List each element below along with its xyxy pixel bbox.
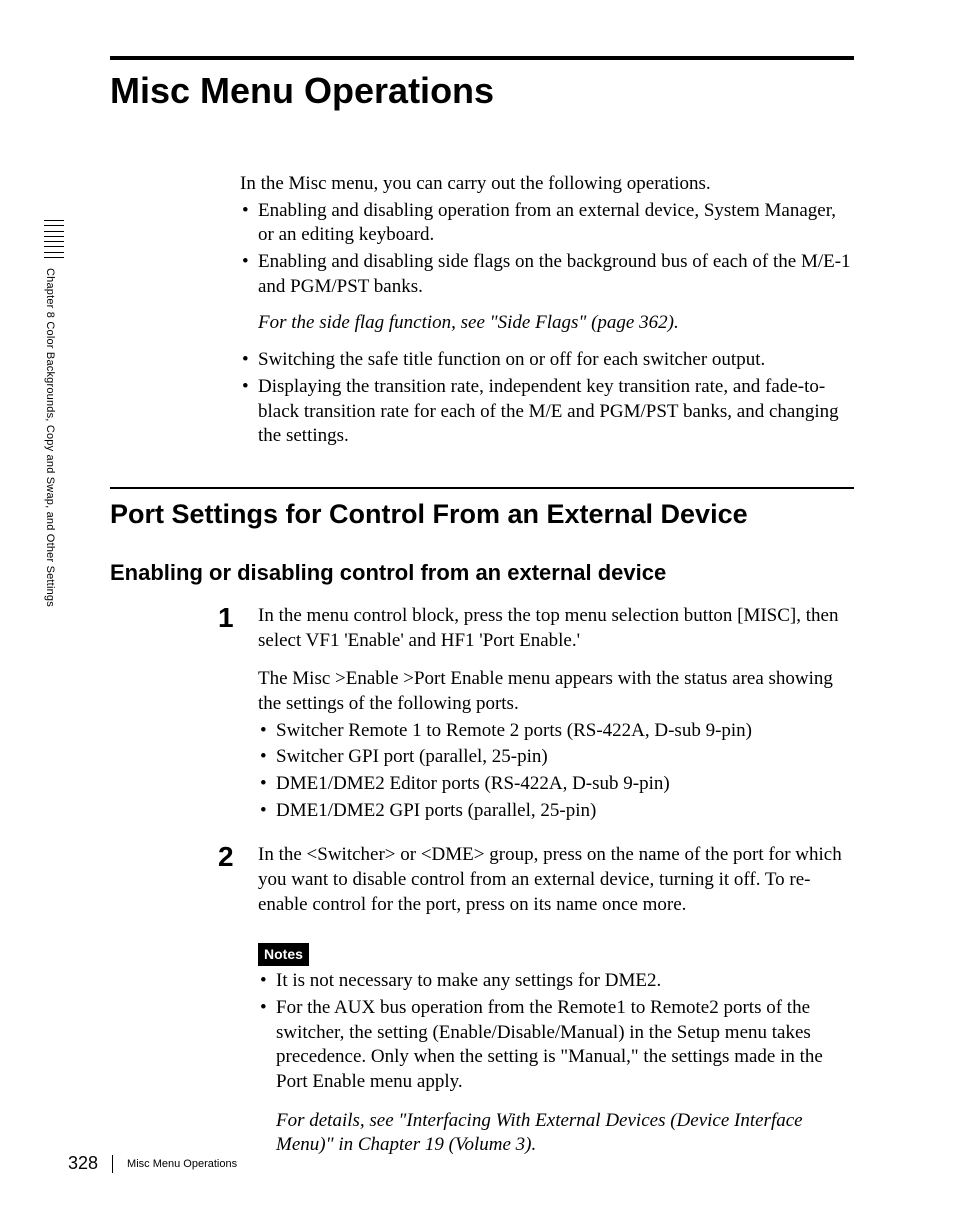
step-text: In the menu control block, press the top… bbox=[258, 604, 854, 653]
step-text: The Misc >Enable >Port Enable menu appea… bbox=[258, 667, 854, 716]
page-footer: 328 Misc Menu Operations bbox=[68, 1153, 237, 1174]
intro-block: In the Misc menu, you can carry out the … bbox=[240, 172, 854, 449]
step-body: In the <Switcher> or <DME> group, press … bbox=[258, 843, 854, 1158]
step-number: 2 bbox=[218, 843, 258, 1158]
notes-item: It is not necessary to make any settings… bbox=[258, 969, 854, 994]
rule-top bbox=[110, 56, 854, 60]
subsection-heading: Enabling or disabling control from an ex… bbox=[110, 560, 854, 586]
intro-bullet: Displaying the transition rate, independ… bbox=[240, 375, 854, 449]
step-number: 1 bbox=[218, 604, 258, 826]
intro-bullet: Enabling and disabling side flags on the… bbox=[240, 250, 854, 299]
footer-title: Misc Menu Operations bbox=[127, 1158, 237, 1170]
step-bullet: DME1/DME2 Editor ports (RS-422A, D-sub 9… bbox=[258, 772, 854, 797]
step-bullet: Switcher GPI port (parallel, 25-pin) bbox=[258, 745, 854, 770]
step-text: In the <Switcher> or <DME> group, press … bbox=[258, 843, 854, 917]
rule-mid bbox=[110, 487, 854, 489]
step-body: In the menu control block, press the top… bbox=[258, 604, 854, 826]
section-heading: Port Settings for Control From an Extern… bbox=[110, 499, 854, 530]
notes-item: For the AUX bus operation from the Remot… bbox=[258, 996, 854, 1095]
intro-bullet: Switching the safe title function on or … bbox=[240, 348, 854, 373]
intro-lead: In the Misc menu, you can carry out the … bbox=[240, 172, 854, 197]
page-number: 328 bbox=[68, 1153, 98, 1174]
page-title: Misc Menu Operations bbox=[110, 70, 854, 112]
intro-bullets-a: Enabling and disabling operation from an… bbox=[240, 199, 854, 300]
intro-note: For the side flag function, see "Side Fl… bbox=[258, 311, 854, 336]
step-bullets: Switcher Remote 1 to Remote 2 ports (RS-… bbox=[258, 719, 854, 824]
step-bullet: Switcher Remote 1 to Remote 2 ports (RS-… bbox=[258, 719, 854, 744]
intro-bullets-b: Switching the safe title function on or … bbox=[240, 348, 854, 449]
intro-bullet: Enabling and disabling operation from an… bbox=[240, 199, 854, 248]
notes-list: It is not necessary to make any settings… bbox=[258, 969, 854, 1094]
footer-divider bbox=[112, 1155, 113, 1173]
step-1: 1 In the menu control block, press the t… bbox=[218, 604, 854, 826]
notes-label: Notes bbox=[258, 943, 309, 965]
step-2: 2 In the <Switcher> or <DME> group, pres… bbox=[218, 843, 854, 1158]
step-bullet: DME1/DME2 GPI ports (parallel, 25-pin) bbox=[258, 799, 854, 824]
notes-reference: For details, see "Interfacing With Exter… bbox=[258, 1109, 854, 1158]
